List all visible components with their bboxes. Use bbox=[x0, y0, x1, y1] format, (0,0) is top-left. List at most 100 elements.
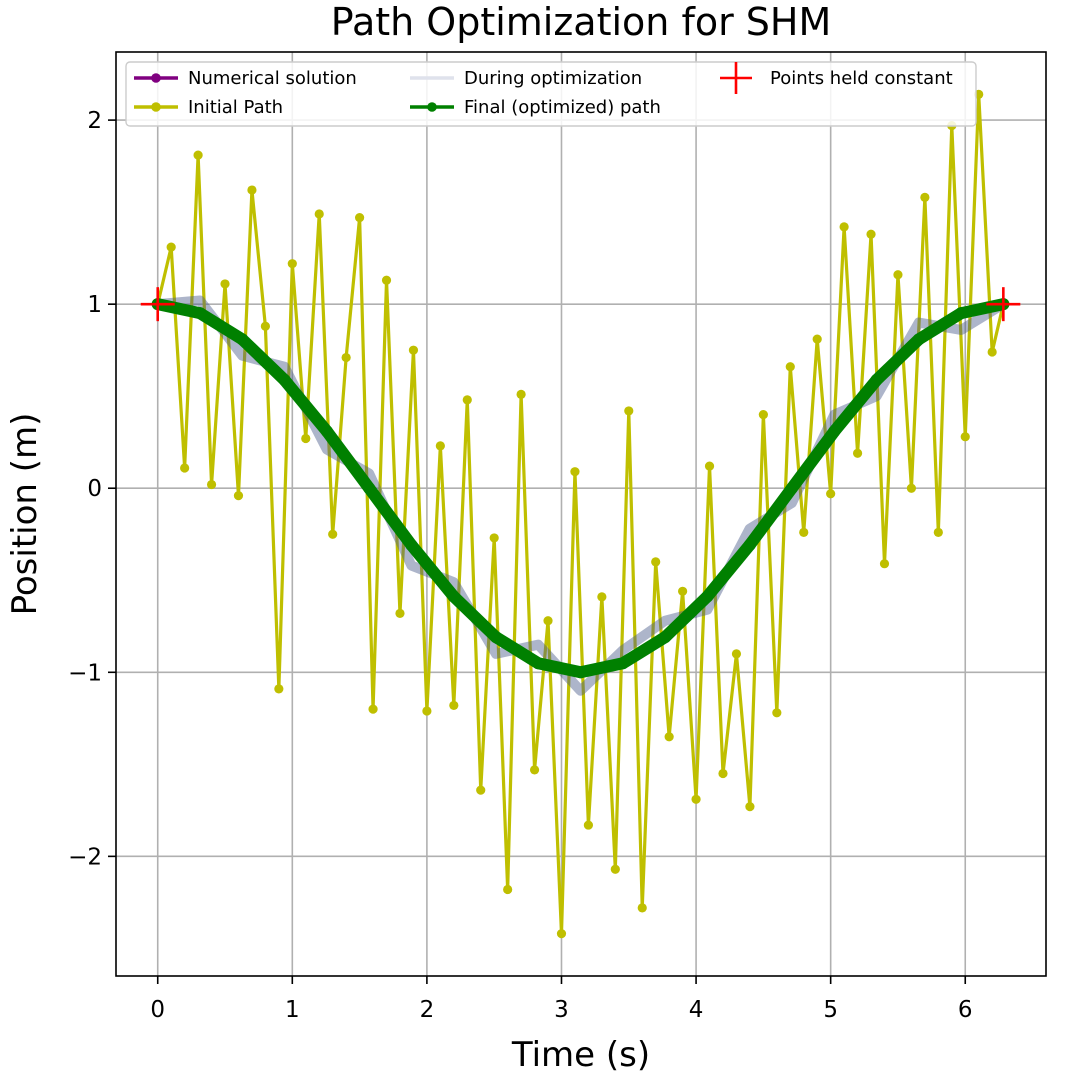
initial-path-point bbox=[381, 275, 392, 285]
initial-path-point bbox=[260, 321, 270, 331]
initial-path-point bbox=[799, 527, 809, 538]
initial-path-point bbox=[879, 559, 890, 569]
initial-path-point bbox=[570, 467, 580, 477]
initial-path-point bbox=[758, 410, 768, 420]
x-tick-label: 6 bbox=[958, 997, 973, 1023]
legend-label: During optimization bbox=[464, 68, 642, 89]
x-tick-label: 5 bbox=[823, 997, 838, 1023]
final-path-point bbox=[574, 666, 587, 679]
initial-path-point bbox=[772, 708, 782, 718]
initial-path-point bbox=[166, 242, 176, 252]
initial-path-point bbox=[731, 649, 742, 659]
initial-path-point bbox=[852, 448, 863, 458]
initial-path-point bbox=[449, 700, 459, 711]
initial-path-point bbox=[933, 527, 943, 538]
initial-path-point bbox=[745, 802, 755, 812]
initial-path-point bbox=[543, 616, 553, 626]
x-tick-label: 3 bbox=[554, 997, 569, 1023]
initial-path-point bbox=[193, 150, 203, 160]
initial-path-point bbox=[180, 463, 190, 473]
initial-path-point bbox=[826, 489, 836, 499]
initial-path-point bbox=[247, 185, 257, 195]
final-path-point bbox=[193, 307, 206, 320]
final-path-point bbox=[236, 333, 249, 346]
initial-path-point bbox=[206, 479, 217, 490]
initial-path-point bbox=[341, 352, 351, 363]
legend-entry-final: Final (optimized) path bbox=[410, 97, 661, 118]
initial-path-point bbox=[920, 192, 930, 203]
legend-box bbox=[125, 61, 977, 127]
final-path-point bbox=[278, 374, 291, 387]
chart-title: Path Optimization for SHM bbox=[331, 0, 832, 44]
final-path-point bbox=[912, 333, 925, 346]
x-tick-label: 1 bbox=[285, 997, 300, 1023]
y-tick-label: 2 bbox=[87, 108, 102, 134]
initial-path-point bbox=[556, 929, 567, 939]
initial-path-point bbox=[839, 222, 849, 232]
initial-path-point bbox=[408, 345, 419, 355]
legend-entry-initial: Initial Path bbox=[134, 97, 283, 118]
initial-path-point bbox=[301, 433, 311, 444]
legend-entry-numerical: Numerical solution bbox=[134, 68, 357, 89]
legend-entry-during: During optimization bbox=[410, 68, 642, 89]
final-path-point bbox=[701, 590, 714, 603]
x-tick-label: 0 bbox=[150, 997, 165, 1023]
held-point-marker bbox=[986, 287, 1021, 322]
final-path-point bbox=[785, 482, 798, 495]
initial-path-point bbox=[718, 768, 728, 779]
initial-path-point bbox=[704, 461, 715, 471]
initial-path-point bbox=[489, 533, 499, 543]
initial-path-point bbox=[435, 441, 445, 451]
initial-path-point bbox=[462, 395, 472, 405]
initial-path-point bbox=[529, 765, 540, 775]
initial-path-point bbox=[287, 259, 297, 269]
legend-entry-held: Points held constant bbox=[720, 62, 953, 94]
final-path-point bbox=[659, 631, 672, 644]
held-point-marker bbox=[140, 287, 175, 322]
initial-path-point bbox=[893, 270, 903, 280]
x-axis-label: Time (s) bbox=[511, 1035, 650, 1075]
initial-path-point bbox=[610, 864, 620, 874]
initial-path-point bbox=[220, 279, 230, 289]
y-tick-label: 1 bbox=[87, 292, 102, 318]
initial-path-point bbox=[785, 362, 795, 372]
initial-path-point bbox=[597, 592, 607, 602]
initial-path-point bbox=[960, 432, 970, 442]
y-axis-ticks: −2 −1 0 1 2 bbox=[68, 108, 116, 870]
x-tick-label: 4 bbox=[689, 997, 704, 1023]
initial-path-point bbox=[906, 483, 917, 493]
legend-label: Final (optimized) path bbox=[464, 97, 661, 118]
initial-path-point bbox=[274, 684, 284, 694]
initial-path-point bbox=[866, 229, 876, 239]
initial-path-point bbox=[503, 884, 513, 895]
initial-path-point bbox=[395, 608, 405, 618]
plot-area bbox=[151, 89, 1010, 939]
final-path-point bbox=[447, 590, 460, 603]
initial-path-point bbox=[476, 785, 486, 795]
initial-path-point bbox=[664, 732, 674, 742]
legend-label: Points held constant bbox=[770, 68, 953, 89]
initial-path-point bbox=[987, 347, 997, 357]
initial-path-point bbox=[233, 490, 244, 501]
initial-path-line bbox=[156, 92, 1005, 936]
legend: Numerical solution Initial Path During opt… bbox=[125, 61, 977, 127]
initial-path-point bbox=[516, 389, 526, 399]
final-path-point bbox=[828, 425, 841, 438]
initial-path-point bbox=[355, 213, 365, 223]
initial-path-point bbox=[314, 209, 324, 219]
initial-path-point bbox=[637, 903, 647, 913]
initial-path-point bbox=[583, 820, 594, 830]
final-path-point bbox=[405, 539, 418, 552]
final-path-point bbox=[743, 539, 756, 552]
final-path-point bbox=[363, 482, 376, 495]
initial-path-point bbox=[624, 406, 634, 416]
legend-label: Initial Path bbox=[188, 97, 283, 118]
y-tick-label: 0 bbox=[87, 476, 102, 502]
x-axis-ticks: 0 1 2 3 4 5 6 bbox=[150, 976, 973, 1023]
final-path-point bbox=[320, 425, 333, 438]
y-tick-label: −1 bbox=[68, 660, 102, 686]
final-path-point bbox=[489, 631, 502, 644]
initial-path-point bbox=[651, 557, 661, 567]
final-path-point bbox=[870, 374, 883, 387]
legend-label: Numerical solution bbox=[188, 68, 357, 89]
